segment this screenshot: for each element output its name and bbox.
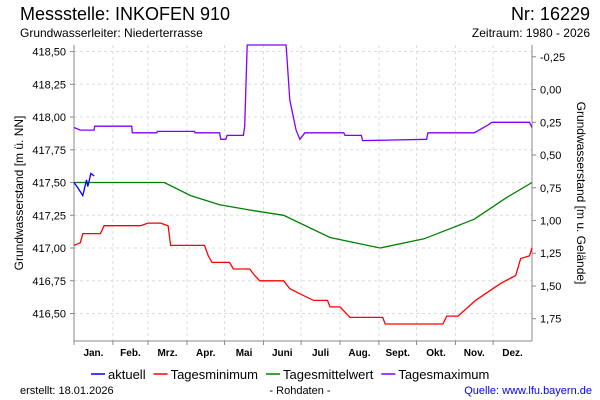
month-label: Feb. bbox=[120, 348, 141, 359]
series-line-max bbox=[73, 44, 533, 142]
legend-label-aktuell: aktuell bbox=[108, 367, 146, 382]
month-label: Aug. bbox=[348, 348, 370, 359]
y-tick-label: 418,25 bbox=[32, 79, 66, 91]
y-right-tick-label: 1,75 bbox=[540, 314, 561, 326]
y-right-tick-label: 0,25 bbox=[540, 117, 561, 129]
y-tick-label: 418,50 bbox=[32, 47, 66, 59]
y-tick-label: 417,75 bbox=[32, 145, 66, 157]
station-number: Nr: 16229 bbox=[510, 4, 590, 24]
month-label: Juli bbox=[312, 348, 329, 359]
month-label: Jan. bbox=[83, 348, 103, 359]
y-axis-title: Grundwasserstand [m ü. NN] bbox=[12, 116, 26, 271]
month-label: Dez. bbox=[502, 348, 523, 359]
y-right-tick-label: 1,25 bbox=[540, 248, 561, 260]
station-title: Messstelle: INKOFEN 910 bbox=[20, 4, 231, 24]
y-right-tick-label: 0,75 bbox=[540, 183, 561, 195]
source-link[interactable]: Quelle: www.lfu.bayern.de bbox=[464, 385, 592, 397]
y-right-tick-label: 1,00 bbox=[540, 216, 561, 228]
y-tick-label: 417,00 bbox=[32, 243, 66, 255]
y-tick-label: 417,25 bbox=[32, 210, 66, 222]
legend-label-min: Tagesminimum bbox=[171, 367, 258, 382]
y-tick-label: 418,00 bbox=[32, 112, 66, 124]
created-date: erstellt: 18.01.2026 bbox=[20, 385, 114, 397]
month-label: Mai bbox=[236, 348, 253, 359]
y-right-tick-label: -0,25 bbox=[540, 52, 565, 64]
y-tick-label: 416,50 bbox=[32, 308, 66, 320]
y-tick-label: 417,50 bbox=[32, 178, 66, 190]
series-line-mean bbox=[74, 181, 533, 249]
legend-label-mean: Tagesmittelwert bbox=[283, 367, 374, 382]
month-label: Mrz. bbox=[157, 348, 177, 359]
y-tick-label: 416,75 bbox=[32, 276, 66, 288]
y-right-tick-label: 0,00 bbox=[540, 85, 561, 97]
month-label: Nov. bbox=[464, 348, 485, 359]
series-line-aktuell bbox=[73, 172, 95, 198]
legend-label-max: Tagesmaximum bbox=[398, 367, 489, 382]
aquifer-label: Grundwasserleiter: Niederterrasse bbox=[20, 26, 203, 40]
y-axis-right-title: Grundwasserstand [m u. Gelände] bbox=[574, 102, 588, 285]
month-label: Sept. bbox=[386, 348, 411, 359]
y-right-tick-label: 0,50 bbox=[540, 150, 561, 162]
month-label: Apr. bbox=[196, 348, 216, 359]
month-label: Juni bbox=[272, 348, 293, 359]
period-label: Zeitraum: 1980 - 2026 bbox=[471, 26, 590, 40]
raw-data-note: - Rohdaten - bbox=[269, 385, 331, 397]
month-label: Okt. bbox=[426, 348, 446, 359]
series-line-min bbox=[73, 222, 533, 325]
y-right-tick-label: 1,50 bbox=[540, 281, 561, 293]
